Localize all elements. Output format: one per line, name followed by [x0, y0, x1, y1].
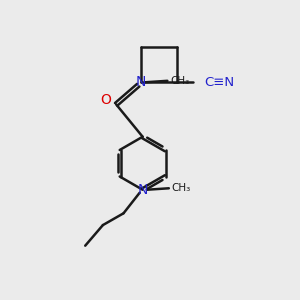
Text: CH₃: CH₃	[170, 76, 189, 86]
Text: N: N	[136, 75, 146, 89]
Text: CH₃: CH₃	[172, 183, 191, 193]
Text: C≡N: C≡N	[204, 76, 234, 89]
Text: N: N	[137, 183, 148, 197]
Text: O: O	[100, 93, 111, 107]
